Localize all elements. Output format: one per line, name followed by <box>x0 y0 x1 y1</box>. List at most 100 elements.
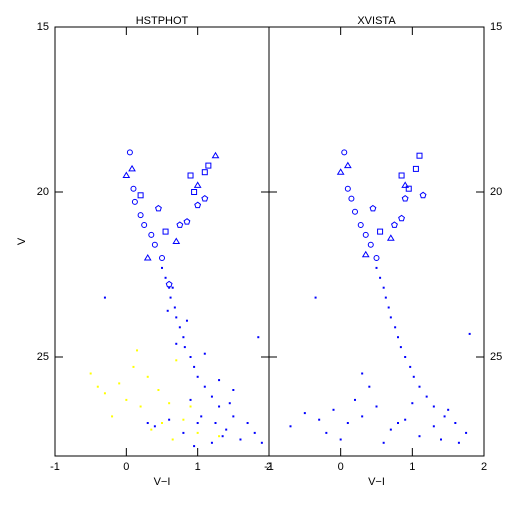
point <box>397 336 399 339</box>
point <box>336 168 345 175</box>
point <box>200 415 203 418</box>
point <box>176 221 184 228</box>
point <box>201 194 209 202</box>
point <box>118 382 121 385</box>
point <box>165 280 173 288</box>
point <box>373 255 380 261</box>
point <box>151 241 158 248</box>
point <box>182 418 185 421</box>
point <box>103 296 106 299</box>
point <box>189 356 192 358</box>
point <box>139 405 142 408</box>
point <box>346 422 349 424</box>
point <box>398 214 405 222</box>
point <box>137 212 144 219</box>
point <box>168 286 171 289</box>
point <box>168 418 171 421</box>
point <box>411 402 414 405</box>
x-axis-label: V−I <box>368 476 385 488</box>
point <box>339 438 342 441</box>
point <box>191 189 198 195</box>
point <box>171 438 174 441</box>
point <box>405 185 412 192</box>
x-tick-label: 2 <box>266 461 272 473</box>
plot-frame <box>54 26 270 457</box>
point <box>401 194 409 202</box>
point <box>96 385 99 388</box>
point <box>225 428 228 431</box>
point <box>232 415 235 418</box>
point <box>146 375 149 378</box>
point <box>182 336 185 339</box>
point <box>387 306 390 309</box>
point <box>432 405 435 408</box>
point <box>194 201 202 209</box>
point <box>425 395 428 398</box>
point <box>375 405 378 408</box>
point <box>185 319 188 322</box>
point <box>136 349 139 352</box>
point <box>159 255 165 261</box>
point <box>122 171 131 178</box>
point <box>189 405 192 408</box>
point <box>440 438 442 441</box>
point <box>401 181 410 188</box>
point <box>369 204 377 212</box>
point <box>289 425 292 428</box>
point <box>126 149 133 156</box>
point <box>384 296 387 299</box>
point <box>221 435 224 438</box>
point <box>175 342 178 345</box>
point <box>457 441 460 444</box>
point <box>303 412 306 415</box>
point <box>111 415 114 418</box>
point <box>148 231 155 238</box>
point <box>246 422 249 424</box>
point <box>196 375 199 378</box>
point <box>389 316 392 319</box>
point <box>239 438 242 441</box>
point <box>189 398 192 401</box>
point <box>178 326 181 329</box>
point <box>137 192 144 199</box>
point <box>193 365 196 368</box>
point <box>325 431 328 434</box>
point <box>210 395 213 398</box>
point <box>399 346 402 349</box>
point <box>332 408 335 411</box>
point <box>468 332 471 335</box>
point <box>382 286 385 289</box>
point <box>201 169 208 176</box>
point <box>432 425 435 428</box>
point <box>379 276 382 279</box>
x-tick-label: 0 <box>338 461 344 473</box>
point <box>155 204 162 212</box>
y-tick-label: 25 <box>37 351 49 363</box>
point <box>183 218 191 225</box>
point <box>203 385 206 388</box>
y-tick-label: 20 <box>37 186 49 198</box>
point <box>182 431 185 434</box>
point <box>357 222 364 228</box>
point <box>131 198 138 205</box>
point <box>187 172 194 179</box>
point <box>361 415 364 418</box>
point <box>419 191 427 199</box>
point <box>196 431 199 434</box>
point <box>218 435 221 438</box>
point <box>214 422 217 424</box>
point <box>193 445 196 448</box>
x-tick-label: 2 <box>481 461 487 473</box>
point <box>418 385 421 388</box>
point <box>172 237 181 244</box>
point <box>318 418 321 421</box>
point <box>128 164 136 172</box>
point <box>164 276 167 279</box>
point <box>352 208 358 215</box>
point <box>418 435 421 438</box>
point <box>175 359 178 362</box>
point <box>162 228 169 235</box>
point <box>130 185 137 192</box>
y-tick-label: 15 <box>37 21 49 33</box>
